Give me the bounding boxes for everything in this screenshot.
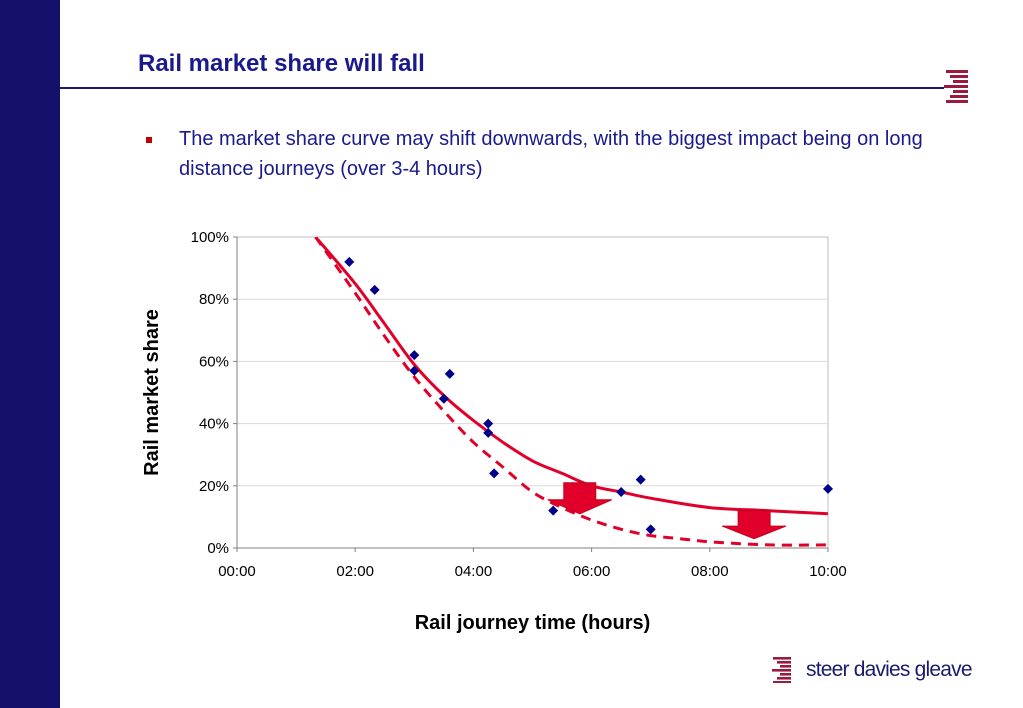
x-tick-label: 04:00 xyxy=(455,563,493,580)
data-point xyxy=(438,393,449,404)
data-point xyxy=(483,427,494,438)
bullet-text: The market share curve may shift downwar… xyxy=(179,128,923,180)
down-arrow-icon xyxy=(721,510,787,540)
data-point xyxy=(548,505,559,516)
x-tick-label: 06:00 xyxy=(573,563,611,580)
slide-title: Rail market share will fall xyxy=(138,50,425,77)
steer-davies-gleave-logo-icon xyxy=(772,657,791,683)
x-axis-title: Rail journey time (hours) xyxy=(415,612,651,634)
y-tick-label: 40% xyxy=(199,416,229,433)
square-bullet-icon xyxy=(146,137,152,143)
y-tick-label: 0% xyxy=(207,540,229,557)
data-point xyxy=(635,474,646,485)
logo-text: steer davies gleave xyxy=(806,658,973,681)
y-axis-title: Rail market share xyxy=(141,309,163,476)
data-point xyxy=(616,487,627,498)
x-tick-label: 08:00 xyxy=(691,563,729,580)
x-tick-label: 02:00 xyxy=(336,563,374,580)
steer-davies-gleave-logo-icon xyxy=(944,70,968,103)
data-point xyxy=(645,524,656,535)
y-tick-label: 60% xyxy=(199,353,229,370)
y-tick-label: 20% xyxy=(199,478,229,495)
market-share-chart: 0% 20% 40% 60% 80% 100% 00:00 02:00 04:00 06:00 08… xyxy=(141,229,847,634)
y-tick-label: 80% xyxy=(199,291,229,308)
data-point xyxy=(409,365,420,376)
data-point xyxy=(823,483,833,494)
data-point xyxy=(409,350,420,361)
down-arrow-icon xyxy=(547,482,612,515)
data-point xyxy=(444,368,455,379)
data-point xyxy=(344,256,355,267)
data-point xyxy=(483,418,494,429)
x-tick-label: 00:00 xyxy=(218,563,256,580)
title-divider xyxy=(60,87,944,89)
x-tick-label: 10:00 xyxy=(809,563,847,580)
data-point xyxy=(489,468,500,479)
projected-share-curve xyxy=(314,237,828,547)
footer-logo: steer davies gleave xyxy=(772,657,982,687)
y-tick-label: 100% xyxy=(191,229,229,246)
left-sidebar-band xyxy=(0,0,60,708)
data-point xyxy=(369,284,380,295)
current-share-curve xyxy=(314,237,828,516)
plot-area xyxy=(236,236,829,549)
